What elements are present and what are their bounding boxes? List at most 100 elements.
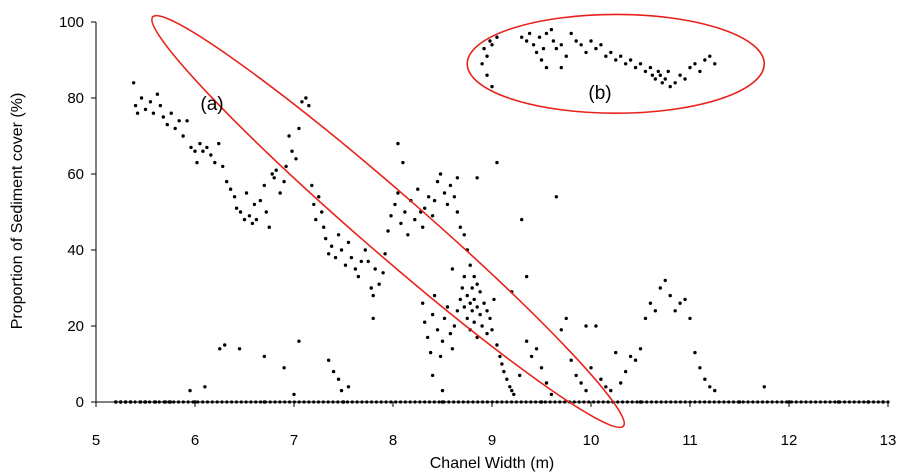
y-tick-label: 20 — [67, 318, 84, 335]
data-point — [377, 282, 381, 286]
data-point — [278, 191, 282, 195]
y-tick-label: 80 — [67, 90, 84, 107]
baseline-point — [693, 400, 697, 404]
data-point — [619, 54, 623, 58]
data-point — [252, 202, 257, 207]
baseline-point — [789, 400, 794, 404]
data-point — [224, 179, 229, 184]
data-point — [537, 35, 542, 39]
data-point — [165, 122, 169, 127]
baseline-point — [278, 400, 282, 404]
data-point — [326, 252, 331, 256]
data-point — [336, 377, 341, 381]
data-point — [524, 39, 529, 43]
data-point — [480, 324, 484, 328]
baseline-point — [138, 400, 142, 404]
data-point — [490, 328, 494, 332]
data-point — [589, 39, 593, 43]
data-point — [450, 267, 455, 271]
baseline-point — [360, 400, 364, 404]
baseline-point — [167, 400, 171, 404]
data-point — [445, 305, 450, 309]
data-point — [223, 343, 227, 347]
baseline-point — [751, 400, 755, 404]
data-point — [448, 183, 453, 188]
baseline-point — [587, 400, 591, 404]
baseline-point — [287, 400, 292, 404]
data-point — [430, 373, 435, 378]
data-point — [708, 385, 712, 389]
data-point — [574, 39, 578, 43]
data-point — [213, 160, 217, 165]
annotation-ellipse — [466, 13, 766, 115]
data-point — [396, 141, 400, 146]
baseline-point — [698, 400, 702, 404]
baseline-point — [312, 400, 316, 404]
data-point — [668, 84, 672, 89]
data-point — [495, 35, 499, 39]
data-point — [148, 100, 153, 104]
data-point — [666, 69, 670, 74]
data-point — [290, 149, 294, 153]
data-point — [534, 347, 539, 351]
x-tick-label: 10 — [583, 432, 600, 449]
data-point — [232, 195, 237, 199]
data-point — [569, 31, 573, 36]
data-point — [421, 301, 425, 305]
baseline-point — [514, 400, 518, 404]
data-point — [762, 385, 766, 389]
baseline-point — [867, 400, 871, 404]
data-point — [683, 77, 687, 81]
baseline-point — [384, 400, 388, 404]
data-point — [698, 366, 702, 370]
baseline-point — [746, 400, 750, 404]
data-point — [470, 309, 474, 313]
ticks: 0 20 40 60 80 100 5 6 7 8 9 10 11 12 13 — [59, 14, 896, 449]
data-points — [114, 27, 890, 404]
baseline-point — [712, 400, 716, 404]
y-tick-label: 40 — [67, 242, 84, 259]
data-point — [468, 263, 472, 267]
baseline-point — [471, 400, 475, 404]
data-point — [492, 297, 496, 302]
data-point — [399, 221, 403, 226]
data-point — [713, 62, 717, 66]
data-point — [549, 27, 554, 32]
data-point — [623, 369, 628, 374]
data-point — [198, 141, 202, 146]
data-point — [155, 92, 160, 96]
data-point — [193, 149, 197, 153]
baseline-point — [794, 400, 798, 404]
data-point — [389, 214, 393, 218]
baseline-point — [398, 400, 403, 404]
baseline-point — [814, 400, 818, 404]
data-point — [673, 309, 677, 313]
x-tick-label: 5 — [92, 432, 100, 449]
data-point — [237, 347, 242, 351]
data-point — [465, 316, 469, 321]
data-point — [339, 248, 344, 252]
baseline-point — [529, 400, 533, 404]
baseline-point — [403, 400, 407, 404]
baseline-point — [505, 400, 509, 404]
baseline-point — [577, 400, 581, 404]
data-point — [320, 210, 324, 214]
data-point — [485, 309, 489, 313]
baseline-point — [413, 400, 417, 404]
data-point — [282, 179, 286, 184]
data-point — [185, 119, 189, 123]
data-point — [678, 73, 682, 77]
data-point — [574, 373, 578, 378]
data-point — [435, 179, 440, 184]
data-point — [520, 217, 524, 222]
baseline-point — [630, 400, 634, 404]
data-point — [430, 312, 435, 317]
data-point — [633, 358, 638, 362]
data-point — [614, 350, 618, 355]
data-point — [139, 96, 144, 100]
data-point — [452, 324, 457, 328]
baseline-point — [345, 400, 350, 404]
data-point — [203, 385, 207, 389]
data-point — [422, 320, 427, 324]
data-point — [151, 111, 156, 115]
